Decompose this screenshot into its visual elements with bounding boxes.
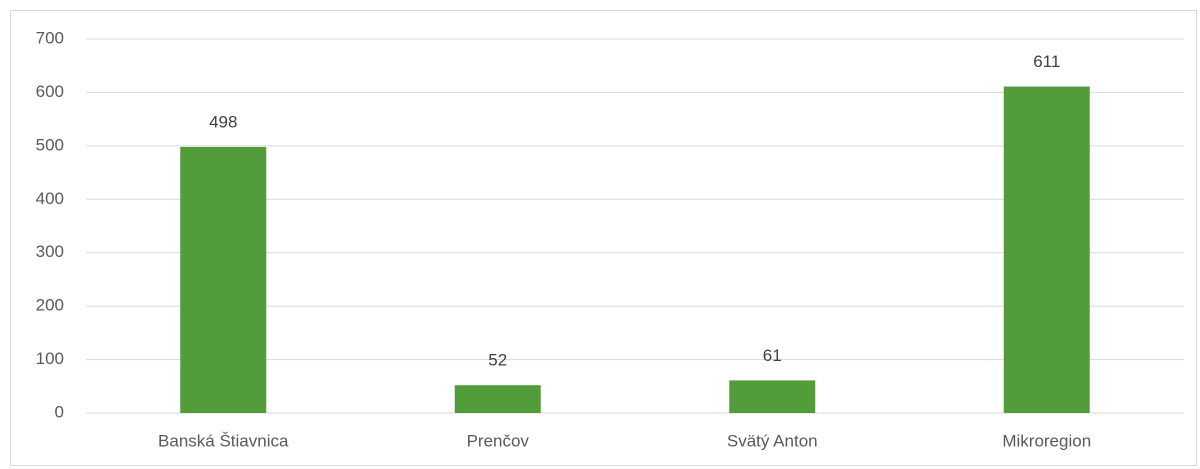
data-label: 611 (1033, 52, 1060, 71)
x-tick-label: Mikroregion (1002, 431, 1091, 450)
data-label: 498 (209, 112, 237, 131)
data-label: 61 (763, 346, 782, 365)
bar (1003, 86, 1090, 414)
y-tick-label: 300 (36, 242, 64, 261)
bar (454, 385, 541, 413)
y-tick-label: 500 (36, 135, 64, 154)
x-tick-label: Svätý Anton (727, 431, 818, 450)
y-tick-label: 0 (55, 402, 64, 421)
bar (180, 146, 267, 413)
x-tick-label: Prenčov (467, 431, 530, 450)
y-tick-label: 100 (36, 349, 64, 368)
y-tick-label: 400 (36, 189, 64, 208)
y-tick-label: 700 (36, 28, 64, 47)
data-label: 52 (488, 351, 507, 370)
bar (729, 380, 816, 413)
y-tick-label: 200 (36, 296, 64, 315)
y-tick-label: 600 (36, 82, 64, 101)
x-tick-label: Banská Štiavnica (158, 431, 289, 450)
